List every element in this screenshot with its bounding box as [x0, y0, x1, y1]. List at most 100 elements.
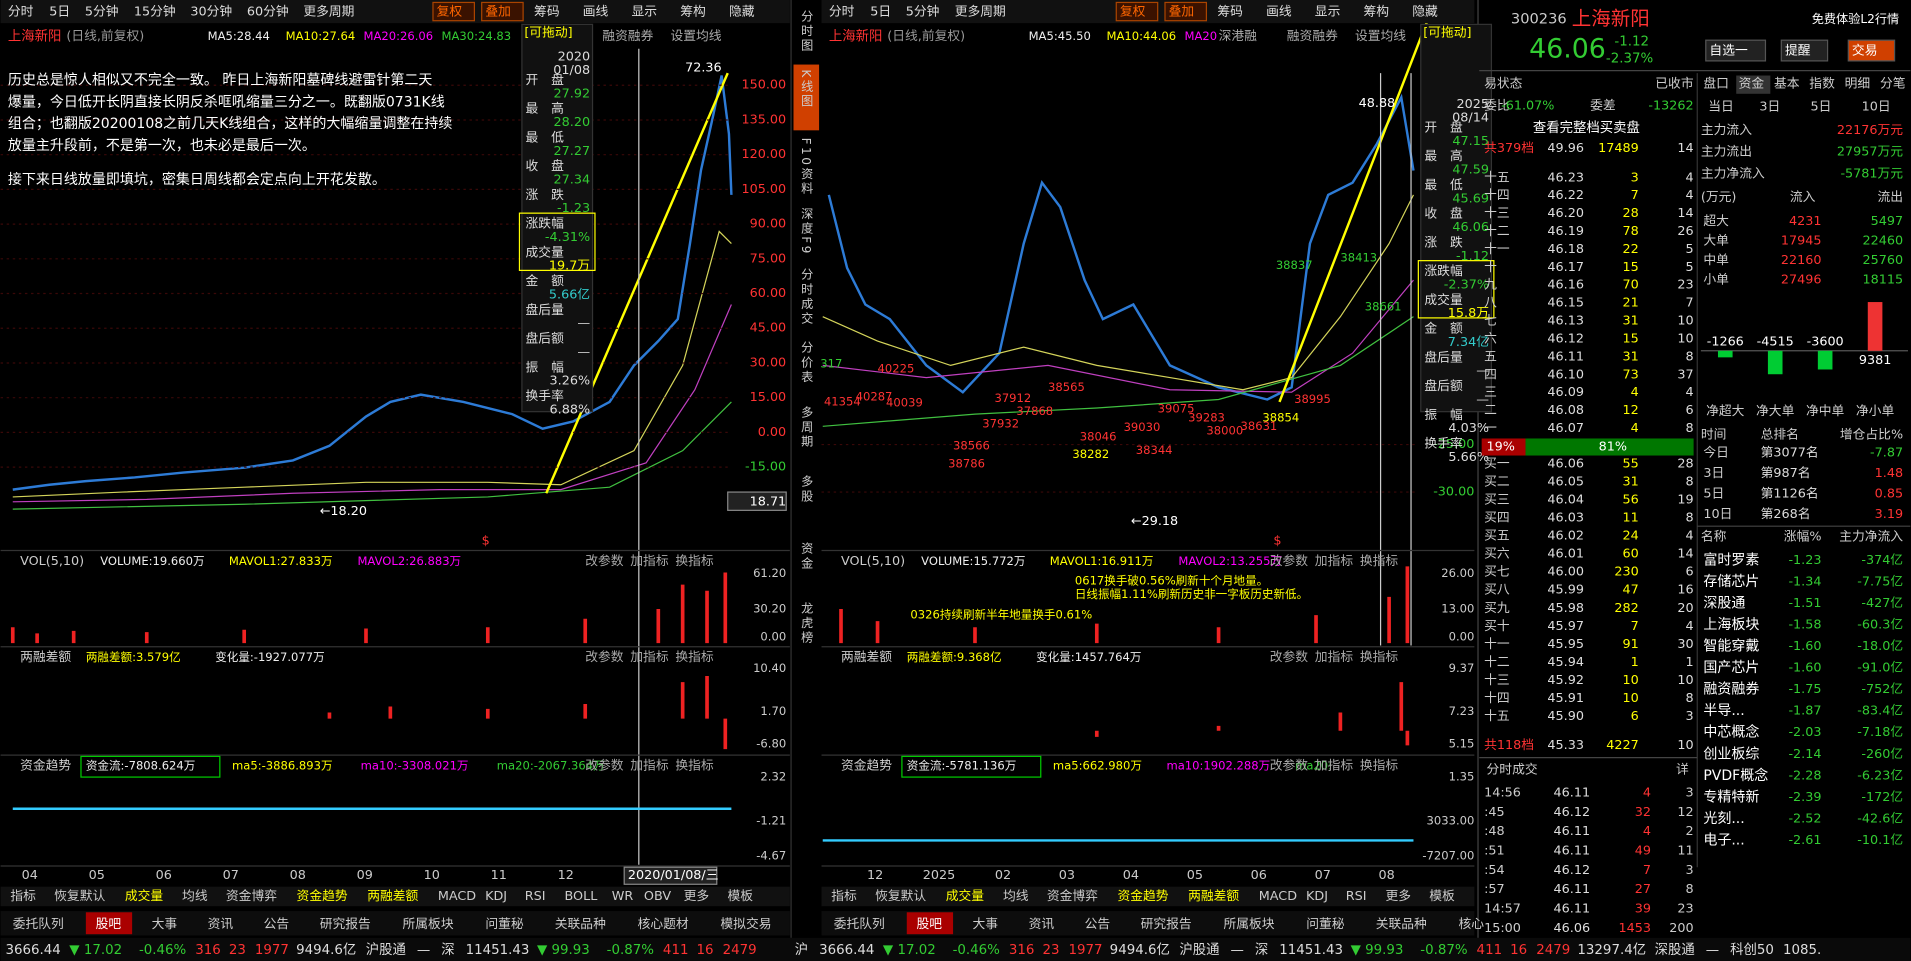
info-tab[interactable]: 股吧 — [96, 917, 122, 932]
tool-button[interactable]: 隐藏 — [729, 5, 755, 20]
indicator-tab[interactable]: 成交量 — [125, 888, 164, 904]
indicator-tab[interactable]: 两融差额 — [367, 889, 418, 904]
pane-tool[interactable]: 换指标 — [675, 759, 714, 774]
side-tab[interactable]: 资金 — [1739, 76, 1765, 92]
info-tab[interactable]: 核心题材 — [638, 917, 689, 932]
info-tab[interactable]: 关联品种 — [1376, 917, 1427, 932]
indicator-tab[interactable]: 更多 — [1385, 889, 1411, 904]
sector-name[interactable]: 光刻... — [1703, 811, 1744, 827]
info-tab[interactable]: 股吧 — [917, 917, 943, 932]
indicator-tab[interactable]: 恢复默认 — [54, 888, 105, 904]
indicator-tab[interactable]: MACD — [1259, 889, 1297, 904]
info-tab[interactable]: 公告 — [1085, 917, 1111, 932]
tool-button[interactable]: 筹构 — [1364, 4, 1390, 20]
indicator-tab[interactable]: 更多 — [684, 889, 710, 904]
sector-name[interactable]: 半导... — [1703, 703, 1744, 719]
info-tab[interactable]: 大事 — [973, 917, 999, 932]
side-button[interactable]: 交易 — [1852, 43, 1878, 59]
side-tab[interactable]: 10日 — [1862, 100, 1891, 115]
tool-button[interactable]: 隐藏 — [1412, 5, 1438, 20]
tool-button[interactable]: 叠加 — [1169, 5, 1195, 20]
indicator-tab[interactable]: 资金趋势 — [297, 888, 348, 904]
pane-tool[interactable]: 改参数 — [1270, 649, 1309, 665]
period-button[interactable]: 5分钟 — [906, 4, 940, 20]
side-tab[interactable]: 3日 — [1759, 100, 1780, 115]
period-button[interactable]: 5分钟 — [85, 4, 119, 20]
period-button[interactable]: 更多周期 — [955, 5, 1006, 20]
indicator-tab[interactable]: 资金博弈 — [1047, 888, 1098, 904]
pane-tool[interactable]: 换指标 — [1360, 650, 1399, 665]
side-tab[interactable]: 明细 — [1845, 77, 1871, 92]
side-tab[interactable]: 当日 — [1708, 100, 1734, 115]
side-tab[interactable]: 5日 — [1811, 100, 1832, 115]
info-tab[interactable]: 研究报告 — [1141, 917, 1192, 932]
tool-button[interactable]: 画线 — [1266, 5, 1292, 20]
pane-tool[interactable]: 换指标 — [675, 554, 714, 569]
sector-name[interactable]: 创业板综 — [1703, 746, 1759, 762]
sector-name[interactable]: 富时罗素 — [1703, 551, 1759, 568]
period-button[interactable]: 60分钟 — [247, 4, 289, 20]
sector-name[interactable]: 融资融券 — [1703, 682, 1759, 698]
info-tab[interactable]: 委托队列 — [834, 917, 885, 932]
sector-name[interactable]: 电子... — [1703, 833, 1744, 849]
chart-tab[interactable]: 融资融券 — [1287, 28, 1338, 44]
indicator-tab[interactable]: KDJ — [1306, 889, 1328, 904]
indicator-tab[interactable]: 均线 — [182, 889, 208, 904]
view-tab[interactable]: 分时成交 — [799, 268, 813, 327]
tool-button[interactable]: 显示 — [1315, 5, 1341, 20]
side-button[interactable]: 自选一 — [1709, 44, 1748, 59]
view-tab[interactable]: 深度F9 — [799, 207, 813, 256]
label[interactable]: 详 — [1676, 762, 1689, 777]
pane-tool[interactable]: 换指标 — [1360, 759, 1399, 774]
info-tab[interactable]: 公告 — [264, 917, 290, 932]
period-button[interactable]: 分时 — [8, 5, 34, 20]
info-tab[interactable]: 大事 — [152, 917, 178, 932]
info-tab[interactable]: 资讯 — [208, 917, 234, 932]
pane-tool[interactable]: 加指标 — [630, 759, 669, 774]
indicator-tab[interactable]: OBV — [644, 889, 671, 904]
sector-name[interactable]: 国产芯片 — [1703, 660, 1759, 676]
side-tab[interactable]: 基本 — [1774, 77, 1800, 92]
view-tab[interactable]: 资金 — [799, 542, 813, 572]
info-tab[interactable]: 资讯 — [1029, 917, 1055, 932]
side-tab[interactable]: 分笔 — [1880, 76, 1906, 92]
chart-tab[interactable]: 融资融券 — [602, 28, 653, 44]
chart-tab[interactable]: 深港融 — [1219, 29, 1258, 44]
sector-name[interactable]: PVDF概念 — [1703, 767, 1768, 784]
sector-name[interactable]: 中芯概念 — [1703, 724, 1759, 741]
sector-name[interactable]: 深股通 — [1703, 595, 1745, 611]
tool-button[interactable]: 筹码 — [1217, 4, 1243, 20]
info-tab[interactable]: 模拟交易 — [720, 916, 771, 932]
view-tab[interactable]: 分时图 — [799, 9, 813, 53]
indicator-tab[interactable]: 资金博弈 — [226, 888, 277, 904]
indicator-tab[interactable]: RSI — [1346, 889, 1367, 904]
indicator-tab[interactable]: 模板 — [727, 889, 753, 904]
sector-name[interactable]: 专精特新 — [1703, 789, 1759, 805]
pane-tool[interactable]: 换指标 — [1360, 554, 1399, 569]
pane-tool[interactable]: 加指标 — [630, 554, 669, 569]
indicator-tab[interactable]: 恢复默认 — [875, 888, 926, 904]
full-book-link[interactable]: 查看完整档买卖盘 — [1533, 119, 1640, 136]
view-tab[interactable]: K线图 — [799, 69, 813, 109]
info-tab[interactable]: 所属板块 — [1223, 917, 1274, 932]
tool-button[interactable]: 画线 — [583, 5, 609, 20]
indicator-tab[interactable]: WR — [612, 889, 634, 904]
indicator-tab[interactable]: 指标 — [831, 889, 857, 904]
info-tab[interactable]: 核心 — [1459, 917, 1485, 932]
indicator-tab[interactable]: 均线 — [1003, 889, 1029, 904]
period-button[interactable]: 30分钟 — [190, 4, 232, 20]
indicator-tab[interactable]: 成交量 — [946, 888, 985, 904]
pane-tool[interactable]: 改参数 — [1270, 553, 1309, 569]
pane-tool[interactable]: 改参数 — [585, 553, 624, 569]
indicator-tab[interactable]: KDJ — [485, 889, 507, 904]
view-tab[interactable]: 分价表 — [799, 341, 813, 385]
indicator-tab[interactable]: BOLL — [565, 889, 599, 904]
side-tab[interactable]: 指数 — [1809, 77, 1835, 92]
tool-button[interactable]: 复权 — [1120, 4, 1146, 20]
period-button[interactable]: 5日 — [49, 5, 70, 20]
view-tab[interactable]: F10资料 — [799, 138, 813, 197]
sector-name[interactable]: 上海板块 — [1703, 617, 1759, 633]
period-button[interactable]: 5日 — [870, 5, 891, 20]
pane-tool[interactable]: 改参数 — [585, 758, 624, 774]
tool-button[interactable]: 筹构 — [680, 4, 706, 20]
